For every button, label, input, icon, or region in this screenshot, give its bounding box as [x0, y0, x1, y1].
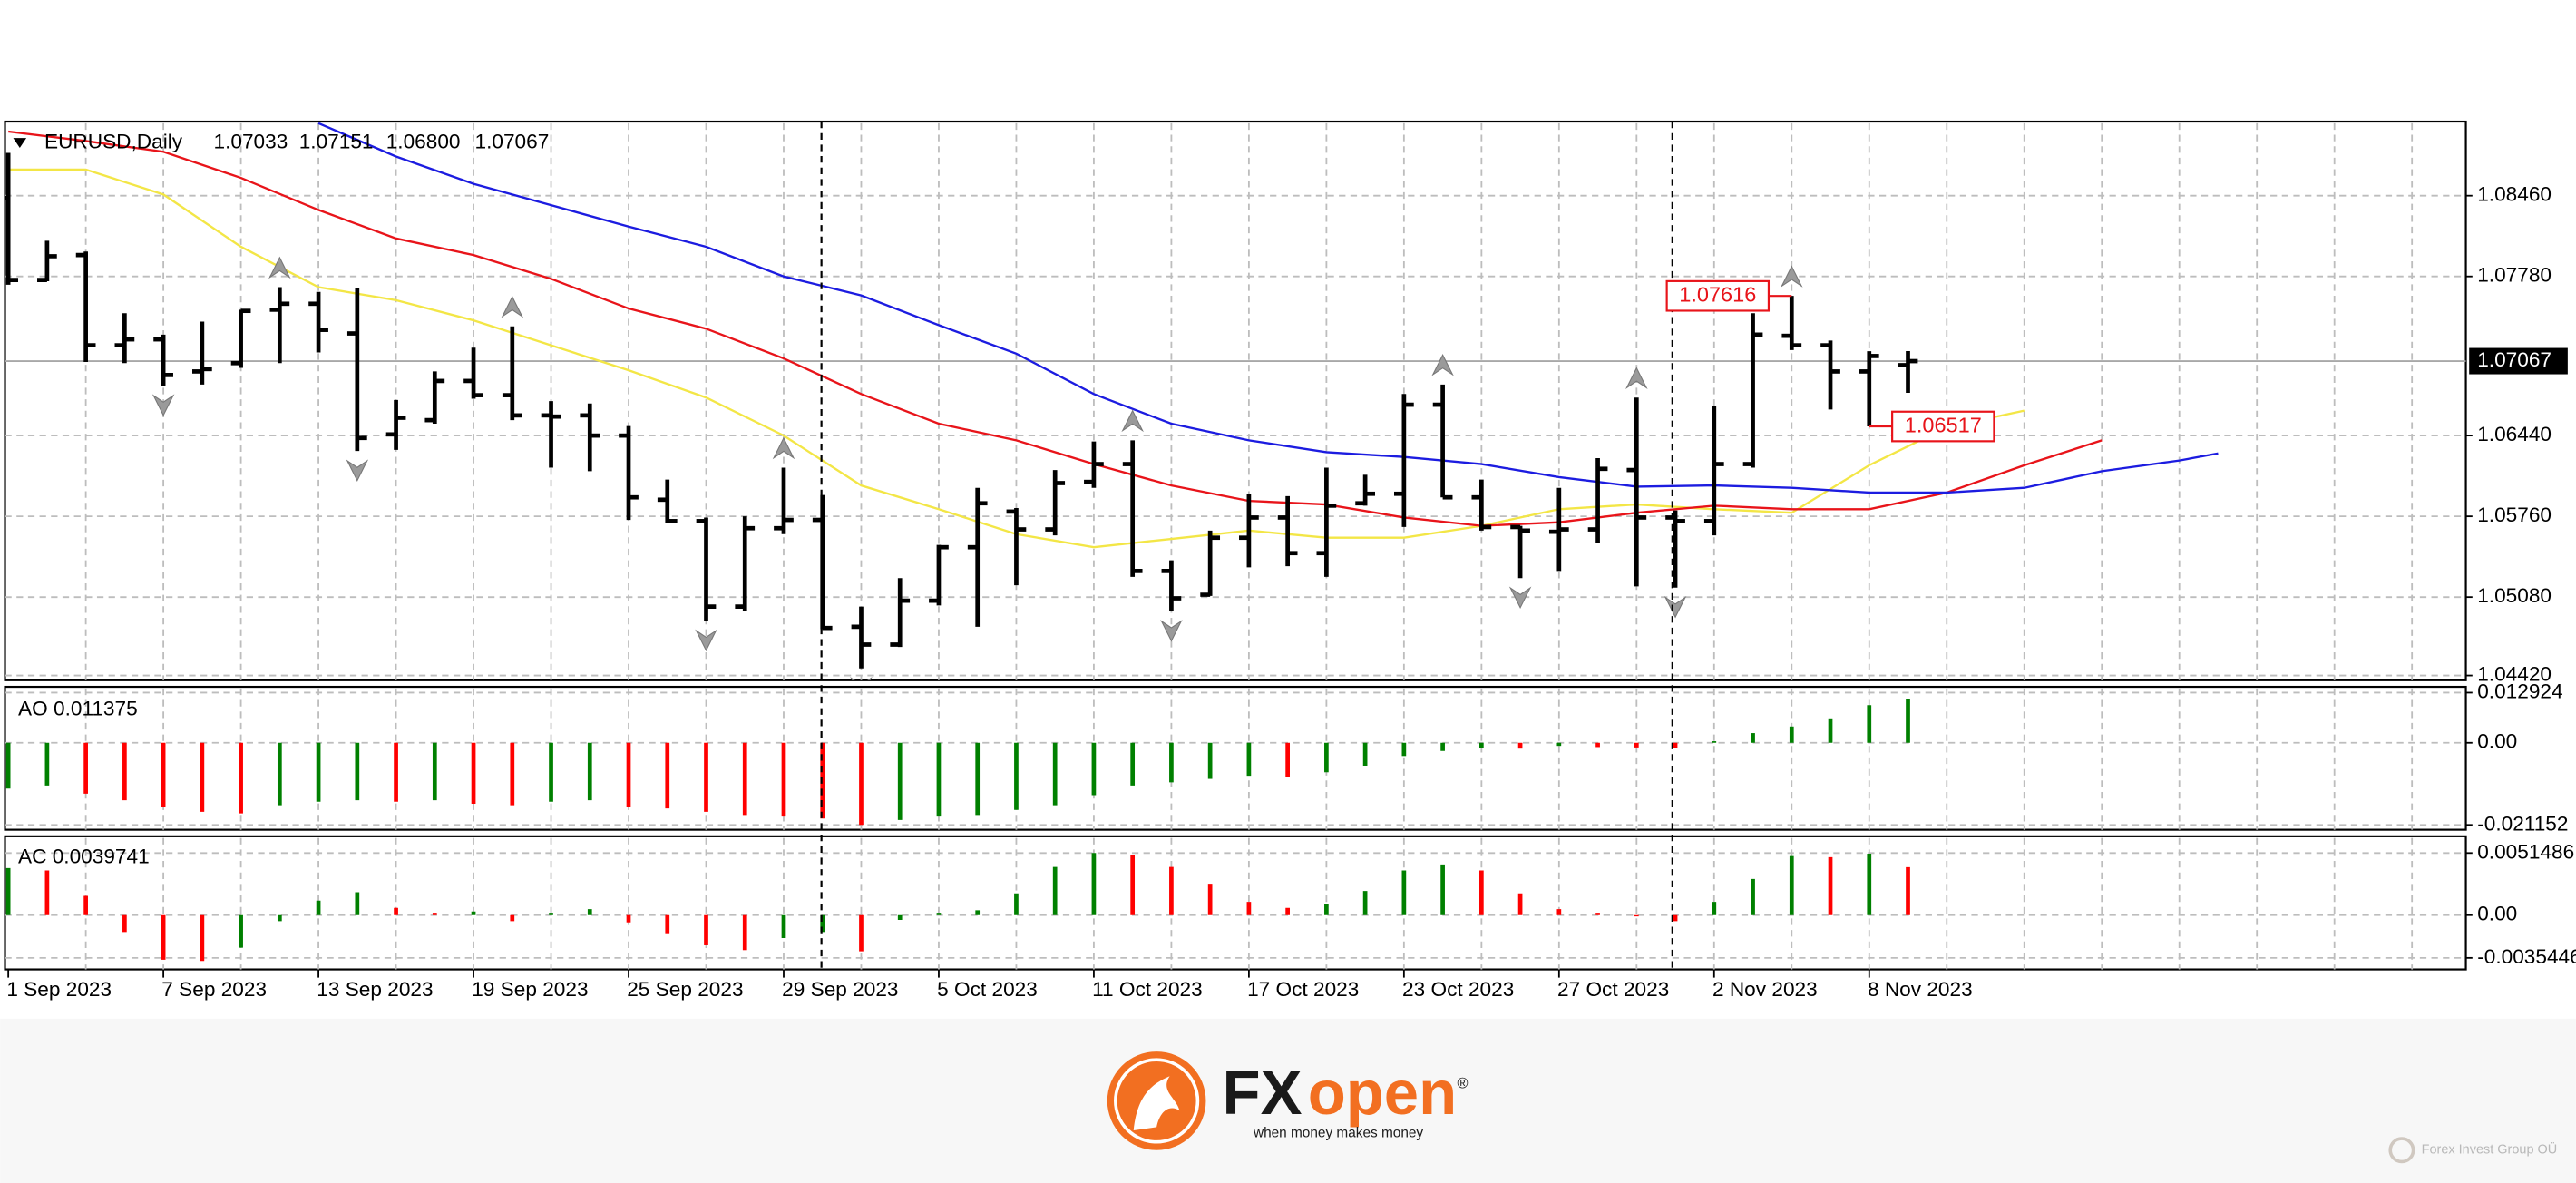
y-tick-label: 1.07780	[2477, 264, 2552, 287]
x-tick-label: 2 Nov 2023	[1712, 978, 1818, 1001]
current-price-label: 1.07067	[2477, 348, 2552, 371]
x-tick-label: 5 Oct 2023	[937, 978, 1038, 1001]
watermark: Forex Invest Group OÜ	[2422, 1141, 2558, 1158]
fractal-down	[151, 394, 175, 416]
menu-triangle	[13, 138, 27, 148]
logo-tagline: when money makes money	[1253, 1126, 1423, 1141]
annotation-box	[1665, 279, 1771, 312]
ac-panel	[4, 835, 2467, 971]
header-low: 1.06800	[386, 131, 461, 153]
fractal-up	[1431, 354, 1454, 376]
x-tick-label: 19 Sep 2023	[472, 978, 588, 1001]
price-layer	[5, 122, 2466, 680]
ao-title: AO 0.011375	[18, 697, 138, 719]
y-tick-label: 1.08460	[2477, 183, 2552, 206]
logo-brand-accent: open	[1308, 1058, 1457, 1128]
annotation-label: 1.06517	[1905, 413, 1982, 436]
fractal-down	[695, 629, 717, 652]
fractal-up	[1781, 265, 1803, 288]
moving-average-line	[317, 122, 2219, 494]
x-tick-label: 25 Sep 2023	[627, 978, 743, 1001]
logo: FX open ® when money makes money	[1107, 1051, 1469, 1150]
y-tick-label: 0.012924	[2477, 679, 2562, 702]
text-layer: 1 Sep 2023 7 Sep 2023 13 Sep 2023 19 Sep 20…	[6, 183, 2576, 1001]
logo-brand-dark: FX	[1223, 1058, 1303, 1128]
fractal-down	[346, 459, 369, 482]
y-tick-label: 1.05760	[2477, 504, 2552, 526]
x-tick-label: 11 Oct 2023	[1092, 978, 1203, 1001]
annotation-label: 1.07616	[1679, 282, 1756, 306]
symbol-title: EURUSD,Daily	[44, 131, 183, 153]
header-close: 1.07067	[475, 131, 550, 153]
current-price-box	[2469, 347, 2568, 375]
fractal-down	[1160, 620, 1183, 642]
x-tick-label: 13 Sep 2023	[317, 978, 433, 1001]
footer-background	[0, 1018, 2576, 1183]
y-tick-label: 0.00	[2477, 730, 2517, 753]
y-tick-label: -0.021152	[2477, 812, 2568, 835]
x-tick-label: 27 Oct 2023	[1557, 978, 1669, 1001]
header-high: 1.07151	[299, 131, 374, 153]
watermark-icon	[2388, 1137, 2415, 1164]
x-tick-label: 23 Oct 2023	[1402, 978, 1514, 1001]
y-tick-label: 1.04420	[2477, 663, 2552, 686]
fractal-down	[1664, 595, 1687, 619]
x-tick-label: 29 Sep 2023	[782, 978, 898, 1001]
y-tick-label: 0.0051486	[2477, 840, 2574, 863]
x-tick-label: 17 Oct 2023	[1247, 978, 1359, 1001]
fractal-up	[772, 436, 795, 460]
y-tick-label: -0.0035446	[2477, 945, 2576, 968]
ao-layer	[5, 699, 1910, 826]
y-tick-label: 1.05080	[2477, 584, 2552, 607]
main-panel	[4, 120, 2467, 681]
fractal-up	[1121, 409, 1144, 433]
fractal-up	[501, 295, 524, 318]
fractal-up	[1625, 367, 1648, 389]
x-tick-label: 7 Sep 2023	[161, 978, 267, 1001]
logo-registered: ®	[1458, 1076, 1469, 1092]
grid-layer	[5, 122, 2466, 970]
fractal-down	[1508, 586, 1532, 610]
moving-average-line	[8, 130, 2103, 527]
annotation-box	[1891, 410, 1995, 443]
x-tick-label: 8 Nov 2023	[1868, 978, 1973, 1001]
fractal-down	[850, 676, 873, 680]
logo-icon-figure	[1133, 1076, 1180, 1131]
header-open: 1.07033	[214, 131, 288, 153]
x-tick-label: 1 Sep 2023	[6, 978, 112, 1001]
ac-title: AC 0.0039741	[18, 845, 150, 867]
y-tick-label: 0.00	[2477, 903, 2517, 925]
ao-panel	[4, 685, 2467, 831]
fractal-up	[268, 256, 291, 279]
y-tick-label: 1.06440	[2477, 423, 2552, 445]
logo-icon-ring	[1114, 1058, 1200, 1144]
ac-layer	[5, 853, 1910, 962]
